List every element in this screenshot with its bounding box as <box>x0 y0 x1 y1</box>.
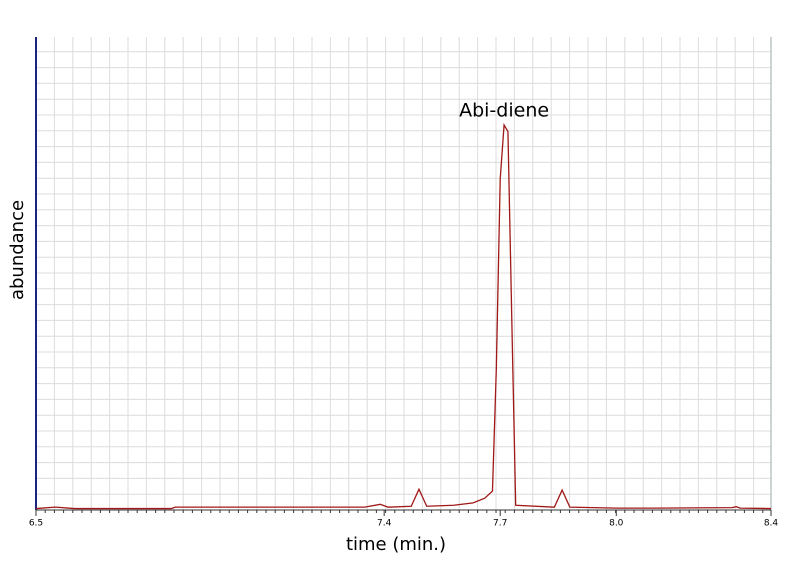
x-axis-label: time (min.) <box>346 534 446 555</box>
x-tick-label: 7.7 <box>493 519 507 529</box>
y-axis-label: abundance <box>7 200 28 300</box>
x-tick-label: 8.4 <box>764 519 779 529</box>
x-tick-label: 7.4 <box>377 519 392 529</box>
peak-annotation: Abi-diene <box>459 99 549 121</box>
x-tick-label: 8.0 <box>609 519 624 529</box>
trace <box>35 122 772 510</box>
x-tick-label: 6.5 <box>29 519 43 529</box>
